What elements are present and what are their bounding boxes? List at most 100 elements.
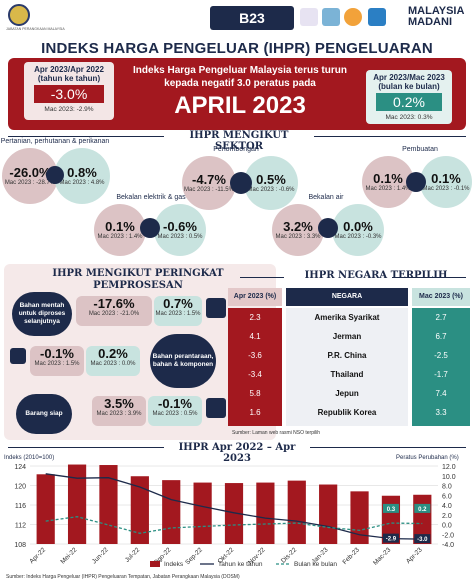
mac-column: 2.7 6.7 -2.5 -1.7 7.4 3.3	[412, 308, 470, 426]
country-mac: -1.7	[434, 370, 448, 379]
mom-data-label-bg	[382, 503, 399, 513]
country-name: Republik Korea	[317, 408, 377, 417]
stage-yoy: -0.1%	[40, 346, 74, 361]
qr-logo-icon	[300, 8, 318, 26]
country-name: Amerika Syarikat	[314, 313, 380, 322]
sector-yoy-circle: 0.1% Mac 2023 : 1.4%	[94, 204, 146, 256]
sector-mom: 0.8%	[67, 165, 97, 180]
country-mac: 3.3	[435, 408, 447, 417]
stage-mom: -0.1%	[158, 396, 192, 411]
col-header-mac: Mac 2023 (%)	[412, 288, 470, 306]
yoy-label: Apr 2023/Apr 2022 (tahun ke tahun)	[34, 65, 104, 83]
tick-label-left: 120	[14, 484, 26, 491]
col-header-apr: Apr 2023 (%)	[228, 288, 282, 306]
electricity-tower-icon	[140, 218, 160, 238]
headline-month: APRIL 2023	[174, 92, 306, 119]
tick-label-right: 12.0	[442, 464, 456, 471]
country-name: Jepun	[335, 389, 359, 398]
stage-yoy-mac: Mac 2023 : -21.0%	[88, 311, 140, 317]
yoy-mac: Mac 2023: -2.9%	[44, 106, 94, 113]
sector-yoy: 0.1%	[373, 171, 403, 186]
country-apr: 1.6	[249, 408, 261, 417]
chart-ylabel-left: Indeks (2010=100)	[4, 455, 55, 461]
index-bar	[99, 465, 118, 544]
headline-text: Indeks Harga Pengeluar Malaysia terus tu…	[133, 65, 347, 89]
sdg-logo-icon	[344, 8, 362, 26]
country-mac: 7.4	[435, 389, 447, 398]
sector-label: Pembuatan	[402, 146, 438, 153]
country-apr: -3.4	[248, 370, 262, 379]
country-mac: -2.5	[434, 351, 448, 360]
stage-label-bubble: Bahan perantaraan, bahan & komponen	[150, 334, 216, 388]
category-label: Jun-22	[91, 546, 110, 565]
sector-yoy-circle: 0.1% Mac 2023 : 1.4%	[362, 156, 414, 208]
col-header-country: NEGARA	[286, 288, 408, 306]
category-label: Mac-23	[372, 546, 393, 567]
country-apr: -3.6	[248, 351, 262, 360]
sector-yoy-circle: 3.2% Mac 2023 : 3.3%	[272, 204, 324, 256]
stage-mom-pill: 0.2% Mac 2023 : 0.0%	[86, 346, 140, 376]
yoy-data-label-bg	[382, 533, 399, 543]
components-icon	[10, 348, 26, 364]
index-bar	[319, 484, 338, 544]
sector-yoy-mac: Mac 2023 : -11.5%	[184, 187, 234, 193]
madani-logo: MALAYSIA MADANI	[408, 5, 465, 28]
stage-mom-mac: Mac 2023 : 0.0%	[90, 361, 136, 367]
country-mac: 6.7	[435, 332, 447, 341]
chart-ylabel-right: Peratus Perubahan (%)	[396, 455, 459, 461]
sector-yoy-circle: -4.7% Mac 2023 : -11.5%	[182, 156, 236, 210]
stage-mom: 0.2%	[98, 346, 128, 361]
stage-yoy-pill: -17.6% Mac 2023 : -21.0%	[76, 296, 152, 326]
header-logos: JABATAN PERANGKAAN MALAYSIA B23 MALAYSIA…	[0, 0, 474, 36]
sector-mom-mac: Mac 2023 : -0.6%	[247, 187, 295, 193]
category-label: Feb-23	[341, 546, 361, 566]
sector-label: Pertanian, perhutanan & perikanan	[0, 138, 110, 145]
stage-mom: 0.7%	[163, 296, 193, 311]
country-mac: 2.7	[435, 313, 447, 322]
yoy-card: Apr 2023/Apr 2022 (tahun ke tahun) -3.0%…	[24, 62, 114, 120]
agriculture-icon	[46, 166, 64, 184]
country-name: Thailand	[330, 370, 364, 379]
chart-title: IHPR Apr 2022 – Apr 2023	[164, 442, 310, 464]
sector-yoy-mac: Mac 2023 : 1.4%	[365, 186, 411, 192]
stage-yoy-mac: Mac 2023 : 3.9%	[96, 411, 142, 417]
partner-logo-icon	[322, 8, 340, 26]
stage-label-bubble: Bahan mentah untuk diproses selanjutnya	[12, 292, 72, 336]
mining-icon	[230, 172, 252, 194]
event-logo-icon: B23	[210, 6, 294, 30]
water-tap-icon	[318, 218, 338, 238]
countries-title: IHPR NEGARA TERPILIH	[304, 270, 448, 281]
mom-data-label: 0.3	[387, 507, 396, 513]
mom-value: 0.2%	[376, 93, 442, 111]
tick-label-right: 4.0	[442, 503, 452, 510]
footer-source: Sumber: Indeks Harga Pengeluar (IHPR) Pe…	[6, 574, 240, 580]
factory-icon	[406, 172, 426, 192]
stage-mom-mac: Mac 2023 : 0.5%	[152, 411, 198, 417]
index-bar	[256, 482, 275, 544]
country-column: Amerika Syarikat Jerman P.R. China Thail…	[286, 308, 408, 426]
yoy-value: -3.0%	[34, 85, 104, 103]
tick-label-right: 8.0	[442, 484, 452, 491]
mom-card: Apr 2023/Mac 2023 (bulan ke bulan) 0.2% …	[366, 70, 452, 124]
sector-mom-circle: -0.6% Mac 2023 : 0.5%	[154, 204, 206, 256]
social-media-icon[interactable]	[368, 8, 386, 26]
stage-label-bubble: Barang siap	[16, 394, 72, 434]
stage-mom-mac: Mac 2023 : 1.5%	[155, 311, 201, 317]
stage-label: Barang siap	[25, 410, 63, 417]
sector-label: Bekalan elektrik & gas	[116, 194, 186, 201]
legend-label: Tahun ke tahun	[218, 561, 263, 568]
sector-mom: -0.6%	[163, 219, 197, 234]
tick-label-left: 124	[14, 464, 26, 471]
yoy-data-label-bg	[414, 534, 431, 544]
tick-label-left: 108	[14, 542, 26, 549]
index-bar	[193, 482, 212, 544]
tick-label-right: 0.0	[442, 523, 452, 530]
mom-data-label: 0.2	[418, 507, 427, 513]
tick-label-right: 10.0	[442, 474, 456, 481]
countries-divider	[240, 277, 284, 278]
tick-label-right: -4.0	[442, 542, 454, 549]
stage-yoy: 3.5%	[104, 396, 134, 411]
sector-mom: 0.1%	[431, 171, 461, 186]
country-name: Jerman	[332, 332, 362, 341]
sector-yoy: -4.7%	[192, 172, 226, 187]
